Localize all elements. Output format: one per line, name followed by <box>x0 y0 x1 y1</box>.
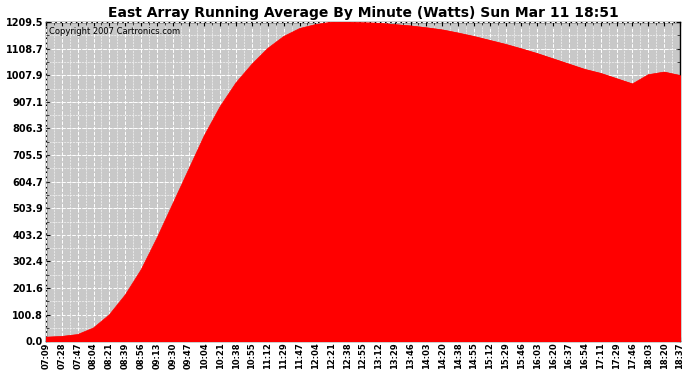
Title: East Array Running Average By Minute (Watts) Sun Mar 11 18:51: East Array Running Average By Minute (Wa… <box>108 6 618 20</box>
Text: Copyright 2007 Cartronics.com: Copyright 2007 Cartronics.com <box>49 27 180 36</box>
